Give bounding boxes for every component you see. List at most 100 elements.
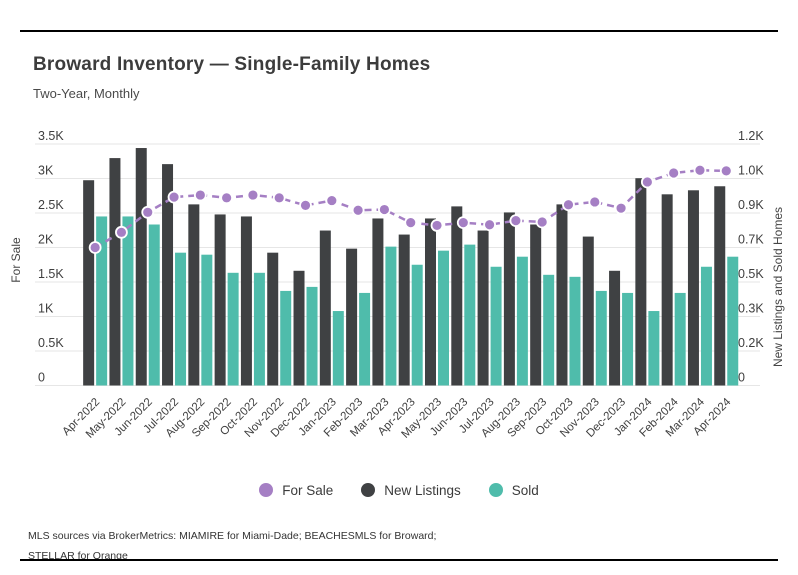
bar-new-listings — [188, 204, 200, 386]
for-sale-legend-dot-icon — [259, 483, 274, 497]
bar-new-listings — [451, 206, 463, 386]
bar-sold — [516, 256, 528, 386]
right-axis-tick-label: 0.3K — [738, 302, 764, 316]
bar-sold — [253, 272, 265, 386]
right-axis-tick-label: 1.0K — [738, 164, 764, 178]
bar-new-listings — [582, 236, 594, 386]
chart-canvas: 3.5K 1.2K 3K 1.0K 2.5K 0.9K 2K 0.7K 1.5K 0.5K 1K 0.… — [35, 129, 764, 441]
bar-sold — [490, 266, 502, 386]
bar-new-listings — [346, 248, 358, 386]
for-sale-point — [193, 188, 207, 202]
for-sale-point — [719, 164, 733, 178]
bar-new-listings — [135, 148, 147, 386]
right-axis-title: New Listings and Sold Homes — [771, 206, 785, 368]
left-axis-title: For Sale — [9, 237, 23, 283]
bar-new-listings — [83, 180, 95, 386]
for-sale-point — [404, 216, 418, 230]
bar-sold — [569, 276, 581, 386]
legend-item-new-listings: New Listings — [361, 483, 461, 498]
for-sale-point — [509, 214, 523, 227]
bar-sold — [648, 311, 660, 386]
bar-sold — [595, 290, 607, 386]
bottom-border-rule — [20, 559, 778, 561]
bar-sold — [385, 246, 397, 386]
page-title: Broward Inventory — Single-Family Homes — [33, 54, 431, 75]
for-sale-point — [272, 191, 286, 205]
bar-new-listings — [477, 230, 489, 386]
legend-label: Sold — [511, 482, 539, 498]
for-sale-point — [88, 241, 102, 254]
left-axis-tick-label: 0.5K — [38, 336, 64, 350]
bar-sold — [411, 264, 423, 386]
bar-new-listings — [319, 230, 331, 386]
bar-new-listings — [503, 212, 515, 386]
bar-new-listings — [556, 204, 568, 386]
for-sale-point — [220, 191, 234, 205]
bar-new-listings — [530, 224, 542, 386]
top-border-rule — [20, 30, 778, 32]
for-sale-point — [246, 188, 260, 202]
bar-new-listings — [398, 234, 410, 386]
for-sale-point — [483, 218, 496, 232]
bar-sold — [306, 286, 318, 386]
bar-sold — [227, 272, 239, 386]
bar-sold — [96, 216, 108, 386]
bar-sold — [727, 256, 739, 386]
for-sale-point — [456, 216, 470, 230]
right-axis-tick-label: 0.5K — [738, 267, 764, 281]
legend-item-sold: Sold — [488, 482, 539, 498]
for-sale-point — [141, 205, 155, 219]
for-sale-point — [378, 203, 391, 216]
bar-new-listings — [109, 158, 121, 386]
left-axis-tick-label: 2K — [38, 233, 54, 247]
bar-new-listings — [635, 178, 647, 386]
right-axis-tick-label: 0 — [738, 371, 745, 385]
bar-sold — [622, 292, 634, 386]
left-axis-tick-label: 1.5K — [38, 267, 64, 281]
bar-sold — [700, 266, 712, 386]
for-sale-point — [614, 201, 628, 215]
for-sale-point — [299, 199, 312, 212]
source-line-1: MLS sources via BrokerMetrics: MIAMIRE f… — [28, 530, 437, 542]
legend-label: For Sale — [282, 482, 334, 498]
for-sale-point — [167, 190, 181, 204]
bar-new-listings — [372, 218, 384, 386]
left-axis-tick-label: 2.5K — [38, 198, 64, 212]
bar-new-listings — [293, 270, 305, 386]
bar-sold — [122, 216, 134, 386]
bar-new-listings — [240, 216, 252, 386]
bar-sold — [464, 244, 476, 386]
bar-new-listings — [267, 252, 279, 386]
for-sale-point — [535, 215, 549, 229]
bar-sold — [201, 254, 213, 386]
legend-item-for-sale: For Sale — [259, 483, 333, 498]
bar-sold — [437, 250, 449, 386]
bar-sold — [543, 274, 555, 386]
for-sale-point — [430, 219, 444, 232]
right-axis-tick-label: 0.9K — [738, 198, 764, 212]
page-subtitle: Two-Year, Monthly — [33, 86, 140, 101]
new-listings-legend-dot-icon — [361, 483, 376, 497]
bar-sold — [148, 224, 160, 386]
bar-sold — [280, 290, 292, 386]
bar-sold — [175, 252, 187, 386]
bar-sold — [674, 292, 686, 386]
sold-legend-dot-icon — [488, 483, 503, 497]
for-sale-point — [640, 175, 654, 189]
bar-new-listings — [661, 194, 673, 386]
bar-sold — [332, 311, 344, 386]
right-axis-tick-label: 0.2K — [738, 336, 764, 350]
for-sale-point — [351, 203, 365, 217]
for-sale-point — [693, 163, 707, 177]
bar-new-listings — [687, 190, 699, 386]
left-axis-tick-label: 0 — [38, 371, 45, 385]
bar-new-listings — [609, 270, 621, 386]
for-sale-point — [325, 194, 339, 207]
for-sale-point — [667, 166, 681, 180]
left-axis-tick-label: 1K — [38, 302, 54, 316]
for-sale-point — [562, 198, 575, 212]
for-sale-point — [115, 225, 128, 239]
left-axis-tick-label: 3K — [38, 164, 54, 178]
bar-sold — [359, 292, 371, 386]
